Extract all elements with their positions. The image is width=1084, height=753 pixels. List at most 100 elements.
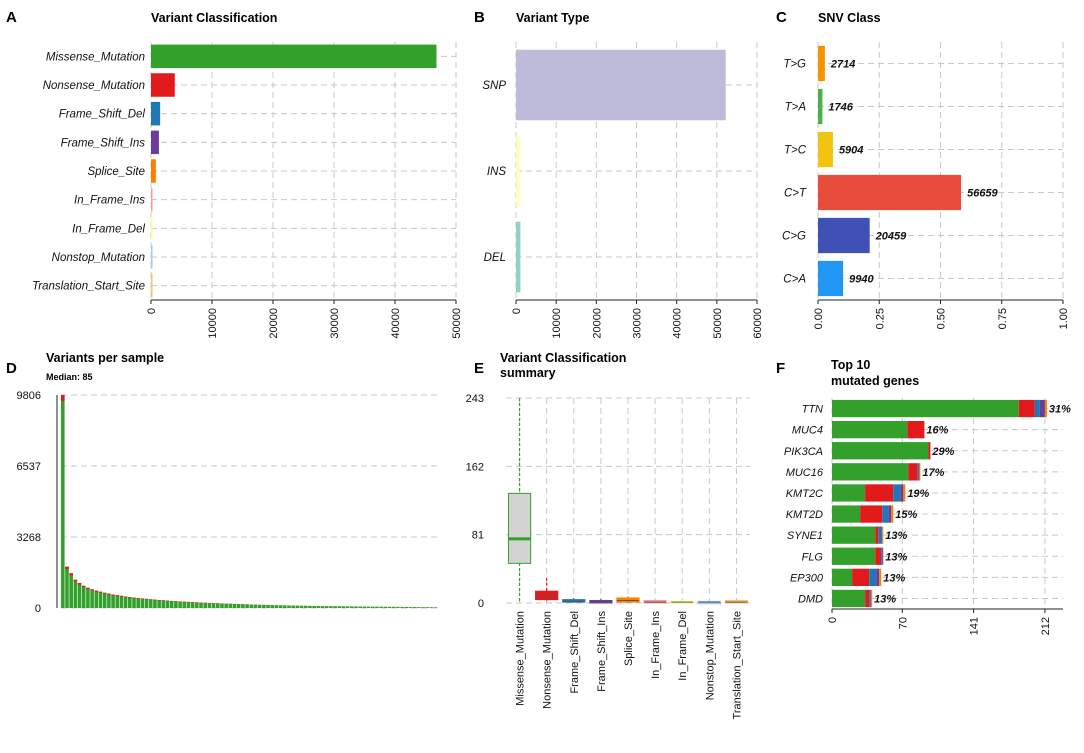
data-label: 5904 [839,145,863,157]
data-label: 56659 [967,188,998,200]
x-tick-label: 20000 [591,308,603,339]
sample-bar-nonsense [144,598,149,600]
sample-bar [236,604,241,608]
x-tick-label: 60000 [752,308,764,339]
sample-bar [169,600,174,608]
sample-bar [383,606,388,608]
sample-bar [345,606,350,608]
category-label: Missense_Mutation [46,51,145,63]
sample-bar [412,607,417,608]
sample-bar [157,599,161,608]
gene-bar-segment [875,547,882,565]
gene-bar-segment [928,442,931,460]
sample-bar [148,599,153,608]
sample-bar [358,606,362,608]
bar-frame_shift_ins [151,130,159,155]
x-tick-label: 50000 [712,308,724,339]
sample-bar [287,605,291,608]
category-label: INS [487,166,507,178]
x-tick-label: In_Frame_Del [677,611,689,681]
chart-subtitle: Median: 85 [46,372,93,382]
sample-bar [333,606,337,608]
sample-bar [241,604,245,608]
sample-bar [299,605,304,608]
category-label: DEL [484,252,506,264]
sample-bar-nonsense [86,587,90,590]
gene-bar-segment [832,484,866,502]
gene-label: MUC4 [792,425,823,437]
chart-title: Variant Classification [151,11,277,25]
x-tick-label: 212 [1040,617,1052,635]
sample-bar-nonsense [73,579,78,582]
sample-bar [136,598,140,608]
sample-bar [391,606,396,608]
gene-label: KMT2C [786,488,823,500]
sample-bar [379,606,383,608]
sample-bar-nonsense [90,589,94,591]
bar-del [516,221,521,293]
bar-t>c [818,131,833,168]
sample-bar [262,604,266,608]
category-label: C>G [782,231,806,243]
sample-bar [174,601,178,608]
sample-bar [128,597,132,608]
sample-bar [291,605,295,608]
sample-bar-nonsense [98,591,103,593]
sample-bar-nonsense [153,599,157,601]
x-tick-label: 10000 [207,308,219,339]
sample-bar [119,595,124,608]
bar-snp [516,49,726,121]
x-tick-label: 0.50 [936,308,948,329]
gene-bar-segment [832,526,876,544]
category-label: C>A [783,274,806,286]
x-tick-label: 30000 [632,308,644,339]
sample-bar [270,605,275,608]
sample-bar [140,598,145,608]
sample-bar [190,602,195,608]
sample-bar [266,605,270,608]
chart-title: Variant Type [516,11,589,25]
x-tick-label: 70 [897,617,909,629]
bar-frame_shift_del [151,101,161,126]
sample-bar [107,593,111,608]
gene-bar-segment [918,463,920,481]
sample-bar [366,606,371,608]
bar-in_frame_del [151,216,153,241]
gene-bar-segment [882,526,884,544]
bar-missense_mutation [151,44,437,69]
gene-bar-segment [832,442,929,460]
gene-bar-segment [876,568,880,587]
gene-bar-segment [882,547,884,565]
bar-translation_start_site [151,273,153,298]
percent-label: 31% [1049,404,1071,416]
sample-bar-nonsense [69,573,73,576]
gene-bar-segment [832,505,861,523]
sample-bar [182,601,187,608]
y-tick-label: 243 [466,393,484,405]
sample-bar [404,607,409,608]
sample-bar [274,605,279,608]
sample-bar [429,607,434,608]
percent-label: 13% [874,593,896,605]
category-label: SNP [482,80,506,92]
gene-bar-segment [891,505,894,523]
x-tick-label: 0 [146,308,158,314]
gene-bar-segment [870,589,872,608]
sample-bar [370,606,375,608]
panel-letter: C [776,9,787,26]
gene-bar-segment [832,589,866,608]
category-label: T>A [785,102,807,114]
sample-bar [425,607,430,608]
sample-bar [199,602,203,608]
sample-bar [69,573,73,608]
sample-bar [253,604,258,608]
bar-c>t [818,174,962,211]
category-label: In_Frame_Del [72,223,145,235]
x-tick-label: 40000 [672,308,684,339]
bar-nonsense_mutation [151,73,175,97]
sample-bar [308,605,312,608]
x-tick-label: In_Frame_Ins [650,611,662,679]
panel-d-variants-per-sample: D Variants per sample Median: 85 0 3268 6537 9… [6,351,438,615]
sample-bar-nonsense [128,597,132,598]
sample-bar [387,606,392,608]
